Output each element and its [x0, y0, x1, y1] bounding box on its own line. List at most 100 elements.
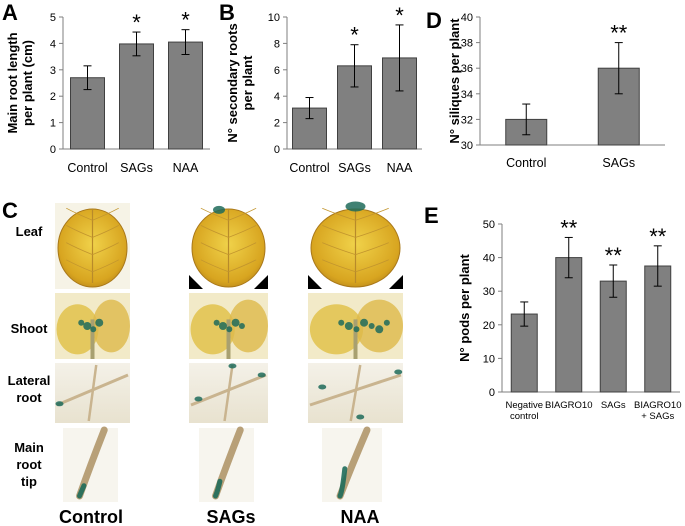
y-tick-label: 4: [274, 91, 280, 103]
gus-stain: [213, 478, 223, 499]
gus-stain: [337, 466, 348, 499]
root-tip-photo: [199, 426, 254, 502]
gus-stain: [231, 318, 240, 327]
photo-corner: [308, 275, 322, 289]
y-tick-label: 3: [50, 65, 56, 77]
column-label: NAA: [341, 507, 380, 526]
gus-stain: [383, 319, 390, 326]
gus-stain: [95, 318, 104, 327]
leaf-vein: [228, 242, 257, 255]
leaf-vein: [66, 259, 93, 273]
root-tip-photo: [63, 426, 118, 502]
category-label: Control: [289, 161, 329, 175]
gus-stain: [218, 322, 227, 330]
y-axis-label: N° pods per plant: [457, 253, 472, 361]
category-label: BIAGRO10: [545, 400, 593, 411]
shoot-photo: [55, 293, 130, 359]
category-label: Control: [67, 161, 107, 175]
category-label: Negative: [506, 400, 544, 411]
panel-label-b: B: [219, 0, 235, 25]
row-label: root: [16, 457, 42, 472]
gus-stain: [394, 369, 403, 375]
lateral-root-photo: [308, 363, 403, 423]
panel-label-e: E: [424, 203, 439, 228]
gus-stain: [238, 323, 245, 329]
panel-label-d: D: [426, 8, 442, 33]
leaf-vein: [322, 242, 356, 255]
leaf-vein: [200, 259, 229, 273]
y-tick-label: 6: [274, 65, 280, 77]
panel-c-staining-grid: Leaf Shoot Lateral root Main root tip Control S…: [8, 201, 403, 526]
leaf-vein: [228, 225, 257, 238]
y-axis-label: N° secondary rootsper plant: [225, 23, 255, 142]
shoot-photo: [189, 293, 268, 359]
leaf-vein: [66, 242, 93, 255]
shoot-leaf: [190, 304, 235, 355]
y-tick-label: 40: [461, 12, 473, 24]
gus-stain: [213, 205, 226, 214]
lateral-root-photo: [189, 363, 268, 423]
row-label: root: [16, 390, 42, 405]
gus-stain: [83, 322, 92, 330]
y-axis-label-line: N° secondary roots: [225, 23, 240, 142]
leaf-vein: [322, 259, 356, 273]
gus-stain: [318, 384, 327, 390]
y-axis-label-line: per plant: [240, 55, 255, 111]
leaf-vein: [355, 259, 389, 273]
y-tick-label: 8: [274, 38, 280, 50]
bar: [555, 257, 583, 393]
y-tick-label: 10: [483, 353, 495, 365]
leaf-vein: [92, 259, 119, 273]
y-axis-label-line: Main root length: [5, 32, 20, 133]
bar: [119, 43, 154, 150]
leaf-photo: [308, 201, 403, 289]
y-tick-label: 30: [483, 286, 495, 298]
category-label: SAGs: [120, 161, 153, 175]
y-tick-label: 4: [50, 38, 56, 50]
significance-marker: *: [181, 8, 190, 33]
leaf-vein: [92, 242, 119, 255]
leaf-vein: [228, 259, 257, 273]
gus-stain: [356, 414, 365, 420]
y-tick-label: 36: [461, 63, 473, 75]
y-tick-label: 2: [274, 118, 280, 130]
y-axis-label: N° siliques per plant: [447, 18, 462, 144]
significance-marker: **: [560, 215, 578, 240]
gus-stain: [257, 372, 266, 378]
column-label: SAGs: [206, 507, 255, 526]
root-strand: [349, 364, 362, 422]
category-label: control: [510, 411, 539, 422]
shoot-leaf: [309, 304, 364, 355]
category-label: NAA: [173, 161, 199, 175]
leaf-vein: [92, 225, 119, 238]
gus-stain: [194, 396, 203, 402]
leaf-vein: [66, 225, 93, 238]
significance-marker: *: [395, 3, 404, 28]
y-tick-label: 34: [461, 89, 473, 101]
gus-stain: [375, 325, 384, 334]
significance-marker: *: [350, 23, 359, 48]
root-strand: [87, 364, 98, 422]
y-tick-label: 0: [274, 144, 280, 156]
bar: [599, 280, 627, 393]
chart-a: 0 1 2 3 4 5 Control * SAGs * NAA Main root lengthpe…: [5, 8, 210, 175]
y-tick-label: 38: [461, 38, 473, 50]
bar: [644, 265, 672, 393]
leaf-vein: [200, 225, 229, 238]
category-label: Control: [506, 156, 546, 170]
leaf-photo: [189, 203, 268, 289]
y-tick-label: 2: [50, 91, 56, 103]
leaf-vein: [355, 242, 389, 255]
category-label: SAGs: [338, 161, 371, 175]
y-tick-label: 50: [483, 219, 495, 231]
bar: [510, 313, 538, 393]
gus-stain: [338, 319, 345, 326]
row-label: Leaf: [16, 224, 43, 239]
leaf-vein: [355, 207, 389, 221]
leaf-vein: [355, 225, 389, 238]
y-axis-label: Main root lengthper plant (cm): [5, 32, 35, 133]
leaf-vein: [322, 207, 356, 221]
gus-stain: [360, 318, 369, 327]
